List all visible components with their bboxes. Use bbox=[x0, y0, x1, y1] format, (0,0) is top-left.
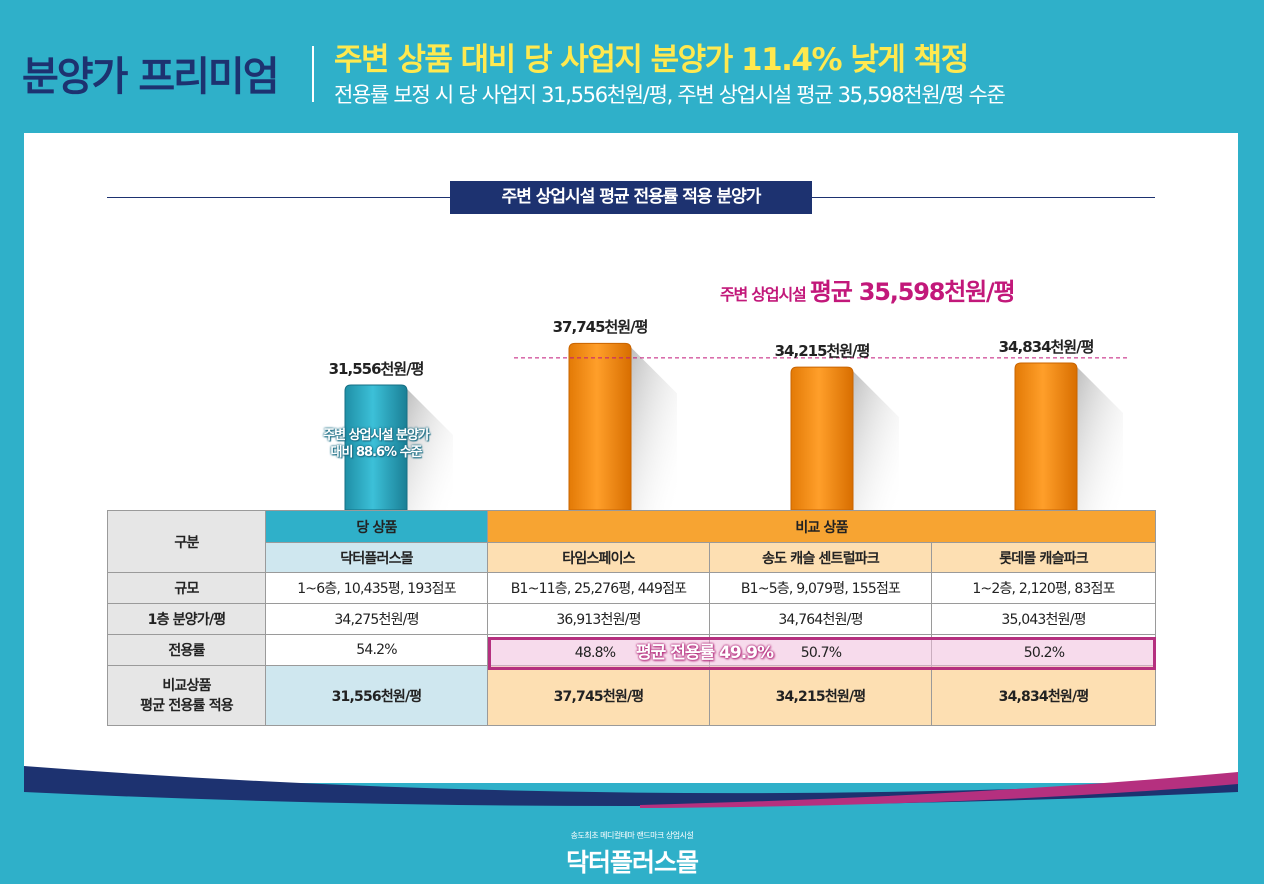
row-label: 전용률 bbox=[107, 634, 266, 666]
product-name: 타임스페이스 bbox=[487, 542, 710, 573]
product-name: 송도 캐슬 센트럴파크 bbox=[709, 542, 932, 573]
bar-value-label: 34,834천원/평 bbox=[998, 337, 1095, 356]
table-cell: B1~11층, 25,276평, 449점포 bbox=[487, 572, 710, 604]
table-cell: 35,043천원/평 bbox=[930, 603, 1157, 635]
average-label-prefix: 주변 상업시설 bbox=[720, 285, 807, 304]
ratio-value: 50.7% bbox=[800, 645, 842, 661]
footer-tagline: 송도최초 메디컬테마 랜드마크 상업시설 bbox=[570, 831, 694, 840]
average-label: 주변 상업시설 평균 35,598천원/평 bbox=[720, 272, 1016, 307]
comparison-table: 구분 당 상품 비교 상품 닥터플러스몰 타임스페이스 송도 캐슬 센트럴파크 … bbox=[107, 510, 1157, 726]
chart-title: 주변 상업시설 평균 전용률 적용 분양가 bbox=[450, 181, 812, 214]
ratio-average-label: 평균 전용률 49.9% bbox=[636, 643, 774, 663]
bar-note-line-1: 주변 상업시설 분양가 bbox=[323, 428, 430, 443]
row-label: 비교상품 평균 전용률 적용 bbox=[107, 665, 266, 726]
table-cell: 34,764천원/평 bbox=[709, 603, 932, 635]
bar-value-label: 31,556천원/평 bbox=[328, 360, 425, 378]
row-label-line-2: 평균 전용률 적용 bbox=[140, 697, 234, 714]
table-cell: 31,556천원/평 bbox=[265, 665, 488, 726]
table-cell: B1~5층, 9,079평, 155점포 bbox=[709, 572, 932, 604]
group-comparison-header: 비교 상품 bbox=[486, 510, 1157, 543]
page-headline: 주변 상품 대비 당 사업지 분양가 11.4% 낮게 책정 bbox=[334, 42, 969, 78]
decor-swoosh-pink bbox=[640, 772, 1238, 808]
bar-comparison bbox=[568, 342, 632, 511]
table-corner: 구분 bbox=[107, 510, 266, 573]
table-cell: 34,215천원/평 bbox=[709, 665, 932, 726]
row-label: 규모 bbox=[107, 572, 266, 604]
table-cell: 54.2% bbox=[265, 634, 488, 666]
decor-swoosh-navy bbox=[24, 766, 1238, 806]
title-rule-left bbox=[107, 197, 450, 198]
header-divider bbox=[312, 46, 314, 102]
table-product-row: 닥터플러스몰 타임스페이스 송도 캐슬 센트럴파크 롯데몰 캐슬파크 bbox=[108, 542, 1157, 573]
bar-shadow bbox=[407, 389, 453, 510]
title-rule-right bbox=[812, 197, 1155, 198]
table-row: 규모 1~6층, 10,435평, 193점포 B1~11층, 25,276평,… bbox=[107, 572, 1157, 604]
bar-note-line-2: 대비 88.6% 수준 bbox=[330, 445, 423, 460]
bar-value-label: 34,215천원/평 bbox=[774, 342, 871, 361]
bar-comparison bbox=[1014, 362, 1078, 511]
table-cell: 34,834천원/평 bbox=[930, 665, 1157, 726]
bar-value-label: 37,745천원/평 bbox=[552, 318, 649, 337]
bar-note: 주변 상업시설 분양가 대비 88.6% 수준 bbox=[296, 427, 456, 461]
table-cell: 36,913천원/평 bbox=[487, 603, 710, 635]
bar-comparison bbox=[790, 366, 854, 511]
ratio-value: 48.8% bbox=[574, 645, 616, 661]
group-ours-header: 당 상품 bbox=[265, 510, 488, 543]
row-label: 1층 분양가/평 bbox=[107, 603, 266, 635]
bar-shadow bbox=[1077, 366, 1123, 510]
product-name: 롯데몰 캐슬파크 bbox=[930, 542, 1157, 573]
footer-logo: 닥터플러스몰 bbox=[565, 848, 699, 877]
table-header-row: 구분 당 상품 비교 상품 bbox=[107, 510, 1157, 573]
ratio-value: 50.2% bbox=[1023, 645, 1065, 661]
row-label-line-1: 비교상품 bbox=[162, 677, 211, 694]
product-name: 닥터플러스몰 bbox=[265, 542, 488, 573]
table-cell: 34,275천원/평 bbox=[265, 603, 488, 635]
bar-ours bbox=[344, 384, 408, 511]
page-main-title: 분양가 프리미엄 bbox=[22, 54, 280, 100]
average-label-main: 평균 35,598천원/평 bbox=[809, 278, 1016, 306]
ratio-highlight-box bbox=[488, 637, 1156, 670]
table-row: 비교상품 평균 전용률 적용 31,556천원/평 37,745천원/평 34,… bbox=[107, 665, 1157, 726]
table-row: 1층 분양가/평 34,275천원/평 36,913천원/평 34,764천원/… bbox=[107, 603, 1157, 635]
bar-shadow bbox=[631, 347, 677, 510]
table-cell: 37,745천원/평 bbox=[487, 665, 710, 726]
bar-shadow bbox=[853, 371, 899, 510]
table-cell: 1~6층, 10,435평, 193점포 bbox=[265, 572, 488, 604]
table-cell: 1~2층, 2,120평, 83점포 bbox=[930, 572, 1157, 604]
page-subline: 전용률 보정 시 당 사업지 31,556천원/평, 주변 상업시설 평균 35… bbox=[334, 83, 1006, 107]
